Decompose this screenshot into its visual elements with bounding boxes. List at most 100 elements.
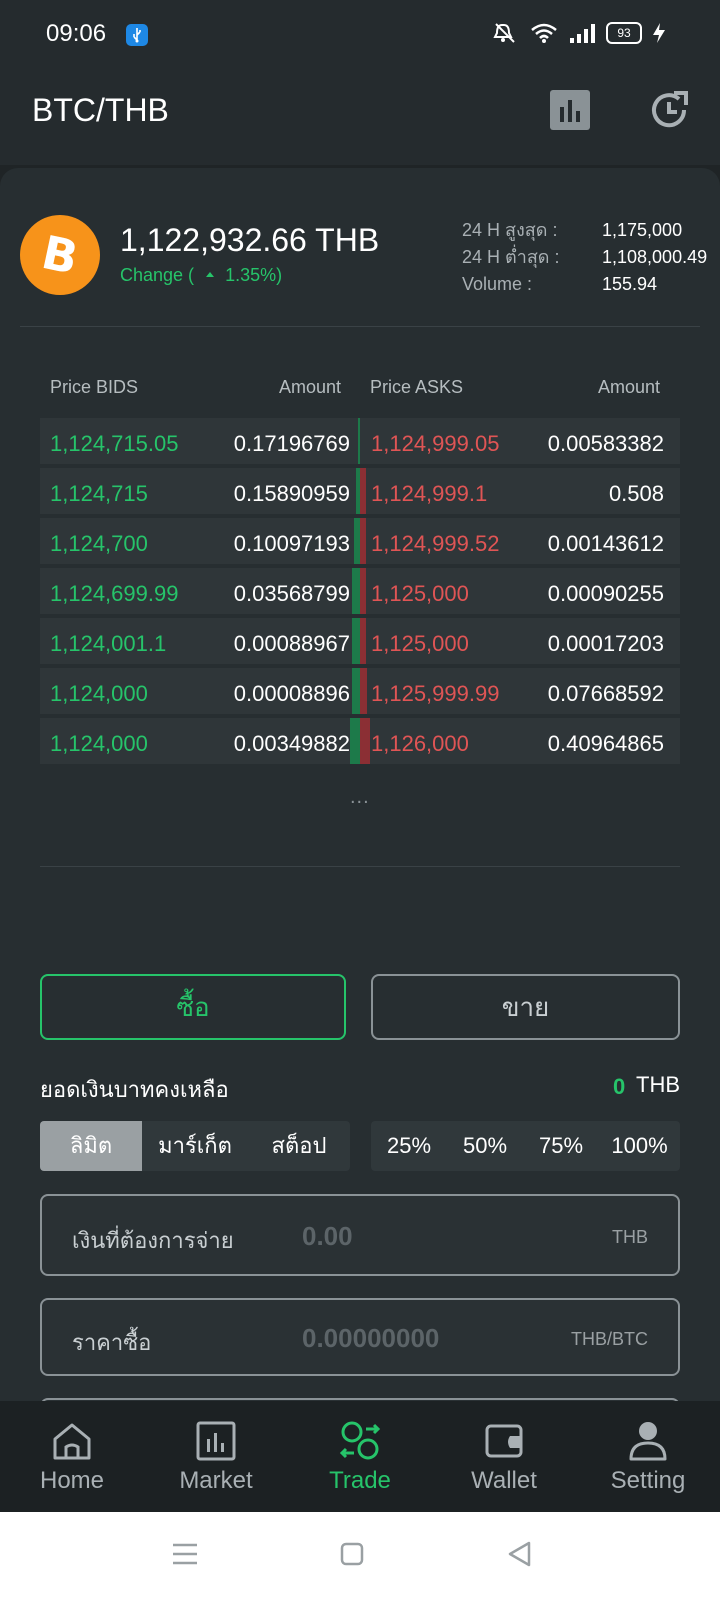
ask-price: 1,124,999.05 <box>371 431 500 456</box>
bid-amount: 0.00088967 <box>233 631 350 656</box>
orderbook-row[interactable]: 1,124,000 0.00008896 1,125,999.99 0.0766… <box>40 668 680 714</box>
order-type-market[interactable]: มาร์เก็ต <box>158 1133 232 1158</box>
chart-button[interactable] <box>550 90 590 130</box>
bid-depth-bar <box>352 568 360 614</box>
history-button[interactable] <box>648 88 692 132</box>
ask-price: 1,125,999.99 <box>371 681 500 706</box>
bitcoin-logo-icon: B <box>20 215 100 295</box>
nav-wallet[interactable]: Wallet <box>432 1401 576 1512</box>
nav-market[interactable]: Market <box>144 1401 288 1512</box>
bid-amount: 0.00008896 <box>233 681 350 706</box>
orderbook-row[interactable]: 1,124,001.1 0.00088967 1,125,000 0.00017… <box>40 618 680 664</box>
nav-market-label: Market <box>179 1467 253 1494</box>
buy-price-label: ราคาซื้อ <box>72 1330 152 1355</box>
percentage-selector: 25% 50% 75% 100% <box>371 1121 680 1171</box>
ask-amount: 0.00143612 <box>547 531 664 556</box>
menu-icon[interactable] <box>172 1542 198 1566</box>
ask-amount: 0.00017203 <box>547 631 664 656</box>
change-prefix: Change ( <box>120 265 195 285</box>
order-type-stop[interactable]: สต็อป <box>271 1133 327 1158</box>
nav-trade[interactable]: Trade <box>288 1401 432 1512</box>
ask-depth-bar <box>360 518 366 564</box>
sell-tab-button[interactable]: ขาย <box>371 974 680 1040</box>
wallet-icon <box>485 1424 523 1458</box>
bid-price: 1,124,699.99 <box>50 581 179 606</box>
bid-depth-bar <box>350 718 360 764</box>
stat-high-label: 24 H สูงสุด : <box>462 220 558 240</box>
bid-amount: 0.17196769 <box>233 431 350 456</box>
nav-home-label: Home <box>39 1467 105 1494</box>
stat-low-label: 24 H ต่ำสุด : <box>462 247 560 267</box>
ask-price: 1,125,000 <box>371 581 469 606</box>
pay-amount-field[interactable]: เงินที่ต้องการจ่าย 0.00 THB <box>40 1194 680 1276</box>
divider <box>20 326 700 327</box>
bid-amount: 0.00349882 <box>233 731 350 756</box>
nav-home[interactable]: Home <box>0 1401 144 1512</box>
pay-amount-label: เงินที่ต้องการจ่าย <box>72 1228 234 1253</box>
nav-setting[interactable]: Setting <box>576 1401 720 1512</box>
battery-indicator: 93 <box>606 22 642 44</box>
system-nav-bar <box>0 1512 720 1600</box>
ask-amount-header: Amount <box>598 377 661 397</box>
trade-icon <box>339 1421 381 1460</box>
divider <box>40 866 680 867</box>
history-icon <box>652 91 688 128</box>
page-title: BTC/THB <box>32 92 169 128</box>
order-type-selector: ลิมิต มาร์เก็ต สต็อป <box>40 1121 350 1171</box>
ask-depth-bar <box>360 568 366 614</box>
stat-volume-value: 155.94 <box>602 274 658 294</box>
buy-price-field[interactable]: ราคาซื้อ 0.00000000 THB/BTC <box>40 1298 680 1376</box>
ask-price-header: Price ASKS <box>370 377 464 397</box>
orderbook-row[interactable]: 1,124,715 0.15890959 1,124,999.1 0.508 <box>40 468 680 514</box>
ask-amount: 0.00583382 <box>547 431 664 456</box>
chart-icon <box>196 1421 236 1461</box>
nav-trade-label: Trade <box>329 1467 391 1494</box>
bid-price: 1,124,715 <box>50 481 148 506</box>
orderbook-row[interactable]: 1,124,699.99 0.03568799 1,125,000 0.0009… <box>40 568 680 614</box>
back-icon[interactable] <box>506 1540 532 1568</box>
stat-high-value: 1,175,000 <box>602 220 683 240</box>
pct-50-button[interactable]: 50% <box>462 1133 508 1158</box>
orderbook-row[interactable]: 1,124,715.05 0.17196769 1,124,999.05 0.0… <box>40 418 680 464</box>
order-type-limit[interactable]: ลิมิต <box>40 1121 142 1171</box>
more-indicator[interactable]: ... <box>350 786 370 808</box>
pay-amount-input[interactable]: 0.00 <box>302 1221 353 1251</box>
ask-depth-bar <box>360 468 366 514</box>
stats-labels: 24 H สูงสุด : 24 H ต่ำสุด : Volume : <box>462 217 560 298</box>
buy-tab-button[interactable]: ซื้อ <box>40 974 346 1040</box>
bid-depth-bar <box>354 518 360 564</box>
bid-price: 1,124,000 <box>50 731 148 756</box>
ask-price: 1,125,000 <box>371 631 469 656</box>
nav-setting-label: Setting <box>610 1467 686 1494</box>
user-icon <box>629 1422 667 1461</box>
home-square-icon[interactable] <box>340 1542 364 1566</box>
balance-currency: THB <box>636 1072 680 1097</box>
balance-label: ยอดเงินบาทคงเหลือ <box>40 1077 229 1102</box>
ask-depth-bar <box>360 718 370 764</box>
bid-depth-bar <box>352 618 360 664</box>
ask-depth-bar <box>360 668 367 714</box>
orderbook-row[interactable]: 1,124,000 0.00349882 1,126,000 0.4096486… <box>40 718 680 764</box>
pct-100-button[interactable]: 100% <box>611 1133 668 1158</box>
last-price: 1,122,932.66 THB <box>120 222 380 258</box>
ask-amount: 0.508 <box>608 481 664 506</box>
app-header: BTC/THB <box>0 70 720 165</box>
stat-low-value: 1,108,000.49 <box>602 247 708 267</box>
bottom-nav: Home Market Trade Wallet Setting <box>0 1401 720 1512</box>
bid-price: 1,124,000 <box>50 681 148 706</box>
pct-25-button[interactable]: 25% <box>386 1133 432 1158</box>
bar-chart-icon <box>560 100 580 122</box>
nav-wallet-label: Wallet <box>471 1467 537 1494</box>
orderbook-row[interactable]: 1,124,700 0.10097193 1,124,999.52 0.0014… <box>40 518 680 564</box>
pct-75-button[interactable]: 75% <box>538 1133 584 1158</box>
bid-price-header: Price BIDS <box>50 377 139 397</box>
charging-icon <box>653 23 665 43</box>
bid-price: 1,124,001.1 <box>50 631 167 656</box>
ask-price: 1,124,999.52 <box>371 531 500 556</box>
bid-depth-bar <box>358 418 360 464</box>
buy-price-input[interactable]: 0.00000000 <box>302 1323 440 1353</box>
caret-up-icon <box>206 272 215 277</box>
price-change: Change ( 1.35%) <box>120 265 282 286</box>
usb-icon <box>126 24 148 46</box>
stat-volume-label: Volume : <box>462 274 533 294</box>
